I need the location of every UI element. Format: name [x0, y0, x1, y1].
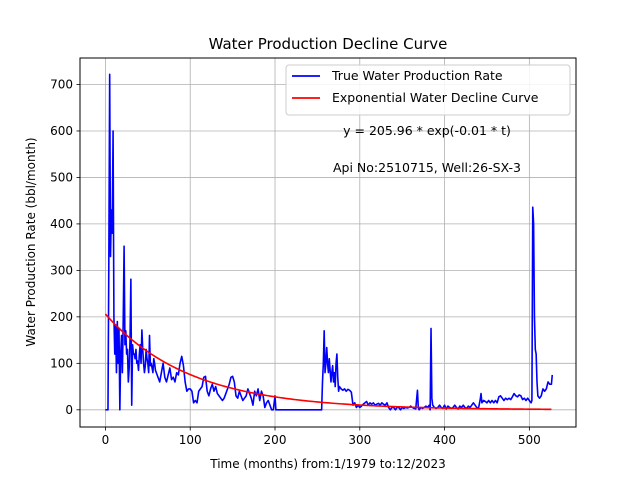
- y-tick-label: 500: [50, 170, 73, 184]
- x-tick-label: 100: [179, 433, 202, 447]
- x-tick-label: 0: [102, 433, 110, 447]
- plot-area: [104, 73, 554, 411]
- y-tick-label: 700: [50, 77, 73, 91]
- x-tick-label: 400: [433, 433, 456, 447]
- y-tick-label: 400: [50, 217, 73, 231]
- legend-label-true-rate: True Water Production Rate: [331, 68, 503, 83]
- well-annotation: Api No:2510715, Well:26-SX-3: [333, 160, 521, 175]
- y-tick-label: 0: [65, 403, 73, 417]
- equation-annotation: y = 205.96 * exp(-0.01 * t): [343, 123, 511, 138]
- y-tick-label: 300: [50, 263, 73, 277]
- legend-label-decline-curve: Exponential Water Decline Curve: [332, 90, 539, 105]
- legend: True Water Production Rate Exponential W…: [285, 64, 571, 116]
- y-tick-label: 600: [50, 124, 73, 138]
- axes-frame: [79, 57, 577, 428]
- y-tick-label: 100: [50, 356, 73, 370]
- y-axis-label: Water Production Rate (bbl/month): [24, 137, 38, 346]
- chart-title: Water Production Decline Curve: [209, 35, 448, 53]
- axis-ticks: 0 100 200 300 400 500 0 100 200 300 400 500 600 700: [50, 77, 541, 447]
- series-line-true-rate: [105, 73, 554, 411]
- x-axis-label: Time (months) from:1/1979 to:12/2023: [209, 457, 446, 471]
- y-tick-label: 200: [50, 310, 73, 324]
- series-line-decline-curve: [104, 313, 552, 411]
- legend-box: [285, 64, 571, 116]
- x-tick-label: 500: [518, 433, 541, 447]
- x-tick-label: 200: [264, 433, 287, 447]
- x-tick-label: 300: [348, 433, 371, 447]
